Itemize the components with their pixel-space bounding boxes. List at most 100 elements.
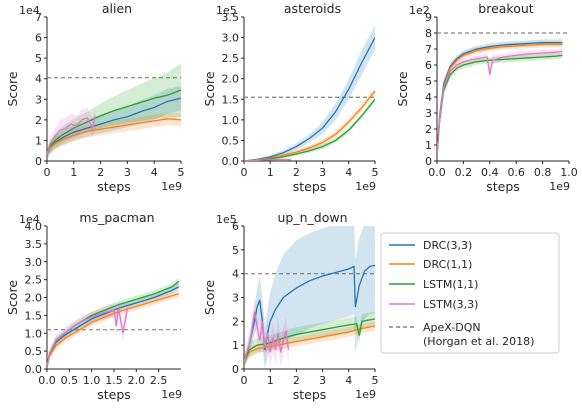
y-tick-label: 4 [425,91,432,104]
y-scale-label: 1e4 [19,213,40,226]
y-tick-label: 5 [425,75,432,88]
y-tick-label: 0.0 [25,363,43,376]
legend-label-drc-3-3: DRC(3,3) [423,239,472,252]
x-tick-label: 2 [293,374,300,387]
y-tick-label: 2.5 [222,52,240,65]
y-scale-label: 1e2 [409,4,430,17]
series-line-lstm-3-3 [437,50,563,157]
band-drc-3-3 [47,283,179,369]
panel-ms-pacman: 0.0 0.5 1.0 1.5 2.0 2.5 3.0 3.5 4.0 0.0 0.5 1.0 1.5 2… [5,210,182,402]
series-line-drc-3-3 [244,37,375,161]
y-tick-label: 0.5 [25,345,43,358]
series-line-lstm-1-1 [244,318,375,363]
x-tick-label: 1.0 [560,166,578,179]
y-tick-label: 1.5 [25,309,43,322]
y-axis-label: Score [202,71,217,106]
x-tick-label: 2 [293,166,300,179]
y-tick-label: 4 [232,268,239,281]
x-tick-label: 2.5 [150,374,168,387]
x-tick-label: 0.6 [507,166,525,179]
x-tick-label: 4 [151,166,158,179]
y-tick-label: 0 [425,155,432,168]
panel-title: breakout [478,1,534,16]
x-tick-label: 2.0 [128,374,146,387]
legend-label-lstm-3-3: LSTM(3,3) [423,298,478,311]
x-tick-label: 0 [241,166,248,179]
series-line-drc-1-1 [244,325,375,363]
band-drc-1-1 [47,112,181,159]
y-tick-label: 0 [35,155,42,168]
y-tick-label: 2.0 [25,292,43,305]
y-tick-label: 3 [232,292,239,305]
panel-up-n-down: 0 1 2 3 4 5 6 0 1 2 3 4 5 up_n_down 1e5 1e9 steps Score [202,210,379,402]
y-scale-label: 1e5 [216,213,237,226]
x-tick-label: 1.0 [83,374,101,387]
y-tick-label: 7 [35,11,42,24]
y-tick-label: 3.0 [25,256,43,269]
series-line-drc-3-3 [437,41,563,157]
y-axis-label: Score [395,71,410,106]
y-tick-label: 4.0 [25,220,43,233]
x-tick-label: 4 [345,166,352,179]
y-tick-label: 3.5 [25,238,43,251]
series-line-lstm-3-3 [244,311,290,363]
series-line-drc-1-1 [47,293,179,368]
y-tick-label: 6 [35,32,42,45]
band-drc-3-3 [47,85,181,159]
y-tick-label: 1.0 [222,114,240,127]
y-tick-label: 5 [232,244,239,257]
x-axis-label: steps [293,179,327,194]
x-tick-label: 0.4 [481,166,499,179]
band-drc-1-1 [244,87,375,161]
band-drc-3-3 [244,226,375,369]
legend-label-lstm-1-1: LSTM(1,1) [423,278,478,291]
y-scale-label: 1e5 [216,4,237,17]
legend-label-drc-1-1: DRC(1,1) [423,258,472,271]
y-tick-label: 3 [35,93,42,106]
y-axis-label: Score [5,280,20,315]
y-tick-label: 2.5 [25,274,43,287]
panel-title: asteroids [284,1,341,16]
y-tick-label: 0.5 [222,134,240,147]
x-axis-label: steps [97,387,131,402]
band-lstm-3-3 [47,301,128,369]
y-tick-label: 2.0 [222,73,240,86]
series-line-drc-1-1 [244,90,375,161]
x-scale-label: 1e9 [549,180,570,193]
y-tick-label: 3 [425,107,432,120]
y-tick-label: 1 [425,139,432,152]
x-tick-label: 0.2 [455,166,473,179]
x-tick-label: 3 [319,374,326,387]
panel-breakout: 0 1 2 3 4 5 6 7 8 9 0.0 0.2 0.4 0.6 0.8 1.0 breakout 1e2 1… [395,1,578,194]
x-tick-label: 0.8 [534,166,552,179]
y-tick-label: 0.0 [222,155,240,168]
panel-title: alien [102,1,132,16]
y-tick-label: 9 [425,11,432,24]
x-scale-label: 1e9 [355,180,376,193]
y-tick-label: 5 [35,52,42,65]
y-axis-label: Score [5,71,20,106]
series-line-lstm-3-3 [244,158,292,161]
band-lstm-1-1 [244,96,375,161]
legend-label-citation: (Horgan et al. 2018) [423,335,534,348]
x-tick-label: 0 [241,374,248,387]
y-tick-label: 6 [425,59,432,72]
legend: DRC(3,3) DRC(1,1) LSTM(1,1) LSTM(3,3) ApeX-D… [380,232,560,354]
y-tick-label: 6 [232,220,239,233]
panel-title: ms_pacman [79,210,154,225]
y-tick-label: 3.0 [222,32,240,45]
y-tick-label: 4 [35,73,42,86]
series-line-drc-3-3 [244,264,375,363]
x-axis-label: steps [486,179,520,194]
x-scale-label: 1e9 [355,388,376,401]
series-line-lstm-3-3 [47,308,129,368]
x-axis-label: steps [293,387,327,402]
y-tick-label: 1 [232,339,239,352]
x-scale-label: 1e9 [161,180,182,193]
legend-label-apex-dqn: ApeX-DQN [423,321,481,334]
y-tick-label: 7 [425,43,432,56]
series-line-drc-1-1 [47,118,181,156]
series-line-lstm-1-1 [47,89,181,156]
series-line-drc-3-3 [47,97,181,156]
y-tick-label: 8 [425,27,432,40]
